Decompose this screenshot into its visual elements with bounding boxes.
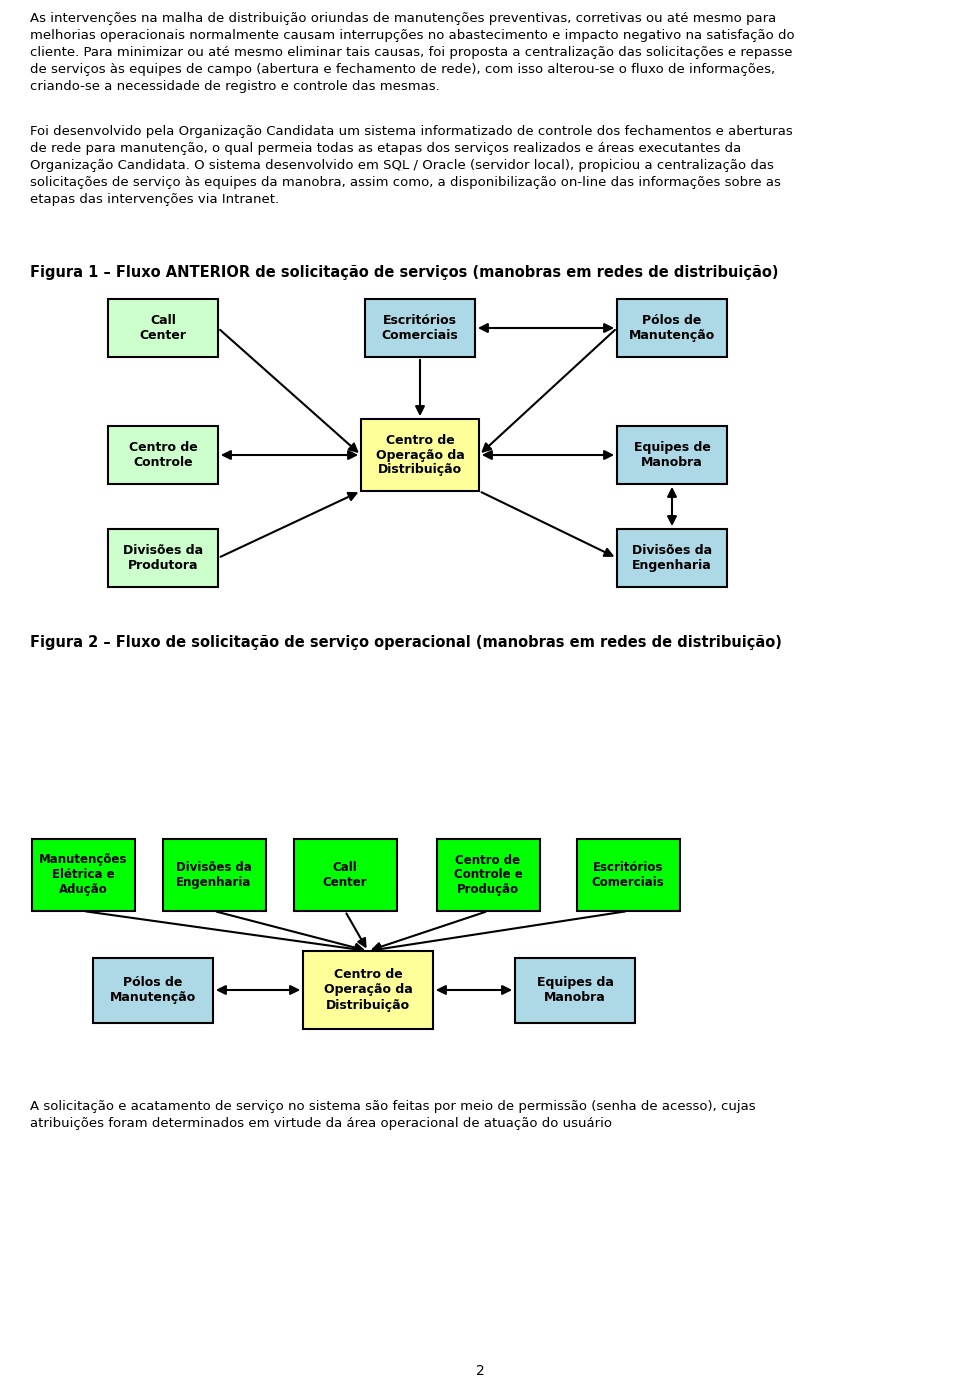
Text: Equipes da
Manobra: Equipes da Manobra <box>537 976 613 1004</box>
Text: Pólos de
Manutenção: Pólos de Manutenção <box>629 315 715 343</box>
Text: Foi desenvolvido pela Organização Candidata um sistema informatizado de controle: Foi desenvolvido pela Organização Candid… <box>30 124 793 206</box>
Text: 2: 2 <box>475 1364 485 1378</box>
Text: Divisões da
Engenharia: Divisões da Engenharia <box>632 544 712 572</box>
FancyBboxPatch shape <box>294 839 396 911</box>
Text: Call
Center: Call Center <box>323 861 368 889</box>
Text: Equipes de
Manobra: Equipes de Manobra <box>634 440 710 468</box>
Text: As intervenções na malha de distribuição oriundas de manutenções preventivas, co: As intervenções na malha de distribuição… <box>30 13 795 94</box>
FancyBboxPatch shape <box>361 419 479 491</box>
Text: Divisões da
Produtora: Divisões da Produtora <box>123 544 204 572</box>
FancyBboxPatch shape <box>32 839 134 911</box>
Text: Figura 1 – Fluxo ANTERIOR de solicitação de serviços (manobras em redes de distr: Figura 1 – Fluxo ANTERIOR de solicitação… <box>30 266 779 280</box>
Text: Escritórios
Comerciais: Escritórios Comerciais <box>591 861 664 889</box>
Text: A solicitação e acatamento de serviço no sistema são feitas por meio de permissã: A solicitação e acatamento de serviço no… <box>30 1100 756 1130</box>
Text: Centro de
Controle e
Produção: Centro de Controle e Produção <box>454 854 522 896</box>
Text: Divisões da
Engenharia: Divisões da Engenharia <box>176 861 252 889</box>
Text: Call
Center: Call Center <box>139 315 186 343</box>
Text: Centro de
Operação da
Distribuição: Centro de Operação da Distribuição <box>375 433 465 477</box>
Text: Manutenções
Elétrica e
Adução: Manutenções Elétrica e Adução <box>38 854 127 896</box>
FancyBboxPatch shape <box>303 951 433 1029</box>
FancyBboxPatch shape <box>515 958 635 1022</box>
Text: Pólos de
Manutenção: Pólos de Manutenção <box>109 976 196 1004</box>
FancyBboxPatch shape <box>617 299 727 356</box>
Text: Centro de
Controle: Centro de Controle <box>129 440 198 468</box>
Text: Figura 2 – Fluxo de solicitação de serviço operacional (manobras em redes de dis: Figura 2 – Fluxo de solicitação de servi… <box>30 635 781 650</box>
FancyBboxPatch shape <box>108 426 218 484</box>
FancyBboxPatch shape <box>162 839 266 911</box>
FancyBboxPatch shape <box>437 839 540 911</box>
Text: Centro de
Operação da
Distribuição: Centro de Operação da Distribuição <box>324 969 413 1012</box>
FancyBboxPatch shape <box>93 958 213 1022</box>
FancyBboxPatch shape <box>108 299 218 356</box>
FancyBboxPatch shape <box>365 299 475 356</box>
FancyBboxPatch shape <box>108 528 218 587</box>
FancyBboxPatch shape <box>617 426 727 484</box>
FancyBboxPatch shape <box>577 839 680 911</box>
FancyBboxPatch shape <box>617 528 727 587</box>
Text: Escritórios
Comerciais: Escritórios Comerciais <box>382 315 458 343</box>
